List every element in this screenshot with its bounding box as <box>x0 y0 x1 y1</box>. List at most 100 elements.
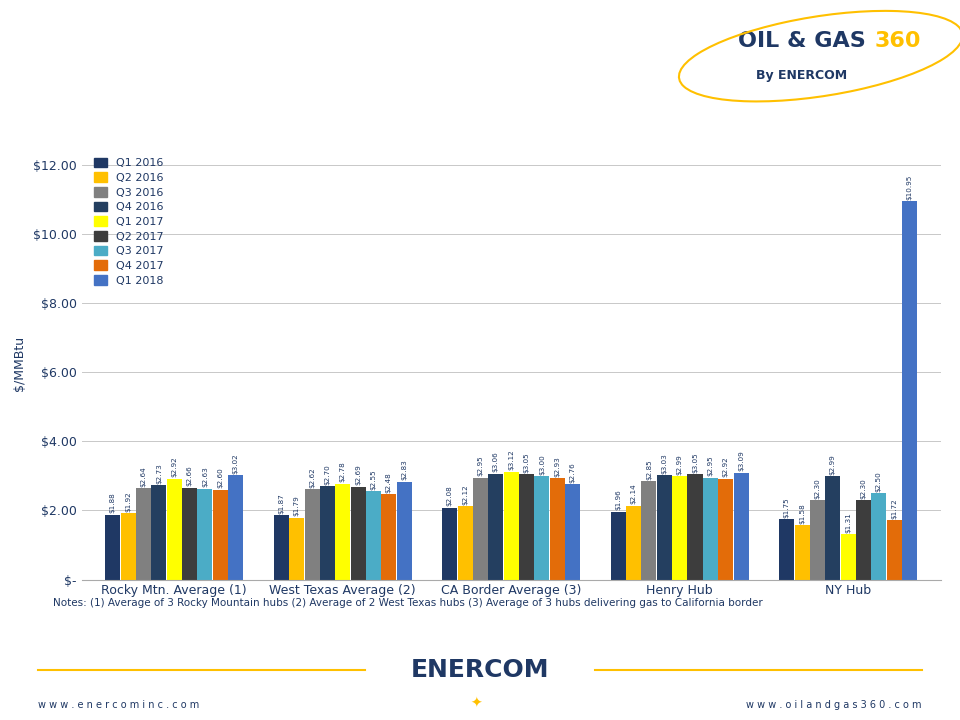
Text: $2.64: $2.64 <box>140 467 147 487</box>
Text: $2.95: $2.95 <box>477 456 484 476</box>
Text: $3.09: $3.09 <box>738 451 744 472</box>
Bar <box>872 493 886 580</box>
Text: By ENERCOM: By ENERCOM <box>756 69 847 82</box>
Bar <box>152 485 166 580</box>
Bar <box>335 484 350 580</box>
Legend: Q1 2016, Q2 2016, Q3 2016, Q4 2016, Q1 2017, Q2 2017, Q3 2017, Q4 2017, Q1 2018: Q1 2016, Q2 2016, Q3 2016, Q4 2016, Q1 2… <box>89 153 168 290</box>
Text: w w w . e n e r c o m i n c . c o m: w w w . e n e r c o m i n c . c o m <box>38 700 200 710</box>
Text: $2.63: $2.63 <box>202 467 208 487</box>
Bar <box>182 487 197 580</box>
Text: $3.00: $3.00 <box>539 454 545 474</box>
Bar <box>198 489 212 580</box>
Bar <box>535 476 549 580</box>
Bar <box>167 479 181 580</box>
Bar <box>641 481 657 580</box>
Text: 360: 360 <box>875 31 921 51</box>
Text: $2.30: $2.30 <box>814 478 821 499</box>
Bar <box>274 515 289 580</box>
Bar <box>121 513 135 580</box>
Bar <box>550 478 564 580</box>
Text: $2.85: $2.85 <box>646 459 652 480</box>
Bar <box>780 519 794 580</box>
Bar <box>289 518 304 580</box>
Text: $1.72: $1.72 <box>891 498 898 519</box>
Bar <box>519 474 534 580</box>
Text: $1.31: $1.31 <box>845 512 852 533</box>
Bar <box>458 506 472 580</box>
Y-axis label: $/MMBtu: $/MMBtu <box>12 336 26 391</box>
Text: $1.87: $1.87 <box>278 493 284 513</box>
Bar <box>902 201 917 580</box>
Bar <box>887 520 901 580</box>
Text: ENERCOM: ENERCOM <box>411 658 549 683</box>
Text: $2.92: $2.92 <box>171 456 178 477</box>
Text: $3.05: $3.05 <box>692 452 698 473</box>
Text: w w w . o i l a n d g a s 3 6 0 . c o m: w w w . o i l a n d g a s 3 6 0 . c o m <box>746 700 922 710</box>
Bar <box>718 479 733 580</box>
Text: $1.88: $1.88 <box>109 492 116 513</box>
Text: $2.92: $2.92 <box>723 456 729 477</box>
Text: $2.48: $2.48 <box>386 472 392 492</box>
Text: $2.12: $2.12 <box>462 485 468 505</box>
Bar <box>443 508 457 580</box>
Text: $2.83: $2.83 <box>401 459 407 480</box>
Bar <box>810 500 825 580</box>
Bar <box>841 534 855 580</box>
Text: $2.93: $2.93 <box>554 456 561 477</box>
Text: $2.76: $2.76 <box>569 462 576 483</box>
Bar <box>473 477 488 580</box>
Text: $1.79: $1.79 <box>294 495 300 516</box>
Bar <box>626 505 641 580</box>
Text: $2.08: $2.08 <box>446 485 453 506</box>
Text: $1.58: $1.58 <box>799 503 805 523</box>
Bar <box>228 475 243 580</box>
Bar <box>687 474 703 580</box>
Bar <box>396 482 412 580</box>
Text: ✦: ✦ <box>470 696 482 711</box>
Text: $3.02: $3.02 <box>232 453 239 474</box>
Text: $2.99: $2.99 <box>829 454 836 475</box>
Bar <box>366 492 381 580</box>
Text: $1.96: $1.96 <box>615 490 621 510</box>
Bar <box>672 476 687 580</box>
Bar <box>106 515 120 580</box>
Text: $2.55: $2.55 <box>371 469 376 490</box>
Text: $3.05: $3.05 <box>523 452 530 473</box>
Bar <box>136 488 151 580</box>
Bar <box>733 473 749 580</box>
Text: $2.30: $2.30 <box>860 478 867 499</box>
Bar <box>856 500 871 580</box>
Bar <box>657 475 672 580</box>
Bar <box>504 472 518 580</box>
Text: $2.95: $2.95 <box>708 456 713 476</box>
Polygon shape <box>576 0 960 108</box>
Bar <box>489 474 503 580</box>
Text: $2.73: $2.73 <box>156 463 162 484</box>
Text: $3.06: $3.06 <box>492 451 499 472</box>
Text: $1.75: $1.75 <box>783 497 790 518</box>
Text: $3.12: $3.12 <box>508 450 515 470</box>
Bar <box>795 525 809 580</box>
Text: $2.14: $2.14 <box>631 484 636 504</box>
Bar <box>565 485 580 580</box>
Bar <box>304 489 320 580</box>
Text: $2.70: $2.70 <box>324 464 330 485</box>
Text: $2.60: $2.60 <box>217 467 224 488</box>
Bar <box>703 477 718 580</box>
Text: $10.95: $10.95 <box>906 174 913 199</box>
Text: Notes: (1) Average of 3 Rocky Mountain hubs (2) Average of 2 West Texas hubs (3): Notes: (1) Average of 3 Rocky Mountain h… <box>53 598 762 608</box>
Text: $2.62: $2.62 <box>309 467 315 487</box>
Bar <box>381 494 396 580</box>
Text: $2.99: $2.99 <box>677 454 683 475</box>
Bar <box>826 476 840 580</box>
Bar <box>213 490 228 580</box>
Text: OIL & GAS: OIL & GAS <box>737 31 866 51</box>
Bar <box>350 487 366 580</box>
Bar <box>611 512 626 580</box>
Text: $3.03: $3.03 <box>661 453 667 474</box>
Text: $1.92: $1.92 <box>125 491 132 512</box>
Text: $2.50: $2.50 <box>876 471 882 492</box>
Text: $2.69: $2.69 <box>355 464 361 485</box>
Text: U.S. Regional Natural Gas Prices: U.S. Regional Natural Gas Prices <box>24 37 636 71</box>
Text: $2.66: $2.66 <box>186 466 193 486</box>
